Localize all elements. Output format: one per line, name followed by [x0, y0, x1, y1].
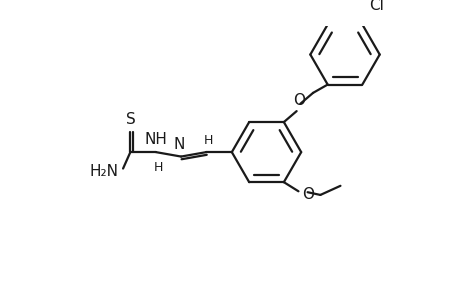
Text: O: O	[293, 93, 305, 108]
Text: NH: NH	[144, 132, 167, 147]
Text: Cl: Cl	[368, 0, 383, 13]
Text: N: N	[173, 137, 185, 152]
Text: H: H	[203, 134, 213, 147]
Text: O: O	[302, 187, 313, 202]
Text: S: S	[126, 112, 136, 128]
Text: H: H	[154, 161, 163, 174]
Text: H₂N: H₂N	[90, 164, 118, 179]
